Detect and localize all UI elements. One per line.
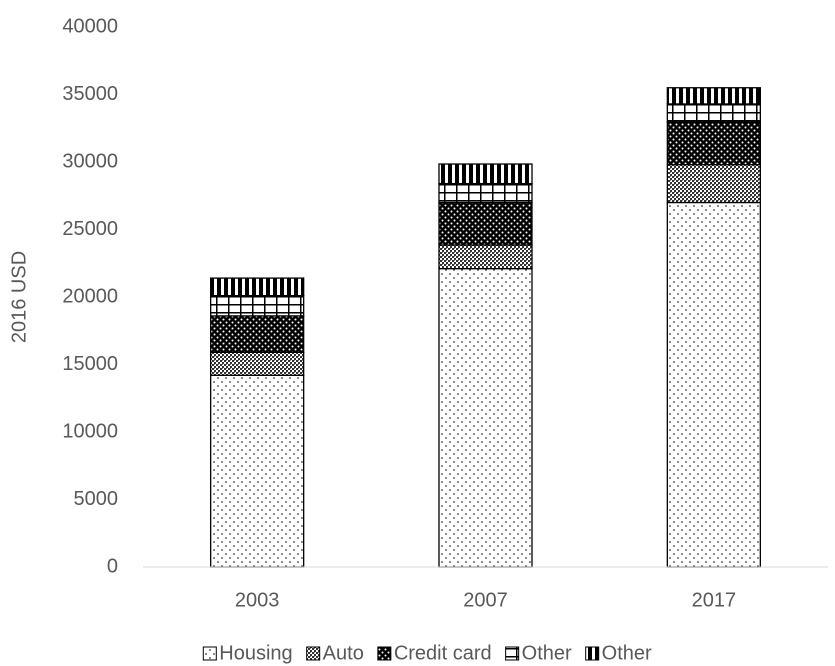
x-tick-label: 2003 [235,589,280,611]
legend-label: Auto [323,642,364,664]
bar-segment [210,277,305,297]
bar-segment [666,164,761,204]
bar-segment [438,163,533,185]
legend-label: Credit card [394,642,492,664]
x-tick-label: 2017 [692,589,737,611]
bar-segment [666,201,761,568]
legend-swatch [377,646,392,661]
bar-segment [438,201,533,246]
y-tick-label: 30000 [62,150,118,172]
bar-segment [210,315,305,353]
y-tick-label: 10000 [62,420,118,442]
bar-segment [666,121,761,166]
bar-segment [666,87,761,105]
bar-segment [438,244,533,270]
legend-swatch [306,646,321,661]
x-tick-label: 2007 [463,589,508,611]
legend-swatch [202,646,217,661]
y-tick-label: 40000 [62,15,118,37]
legend-label: Housing [219,642,292,664]
legend-label: Other [602,642,652,664]
legend-swatch [505,646,520,661]
y-tick-label: 0 [107,555,118,577]
y-tick-label: 35000 [62,83,118,105]
bar-segment [210,294,305,317]
y-tick-label: 5000 [74,488,119,510]
y-tick-label: 25000 [62,218,118,240]
bar-segment [210,351,305,376]
bar-segment [666,103,761,123]
bar-segment [438,182,533,204]
y-axis-label: 2016 USD [8,251,30,343]
legend-swatch [585,646,600,661]
bar-segment [210,374,305,568]
legend-label: Other [522,642,572,664]
y-tick-label: 20000 [62,285,118,307]
y-tick-label: 15000 [62,353,118,375]
bar-segment [438,267,533,568]
